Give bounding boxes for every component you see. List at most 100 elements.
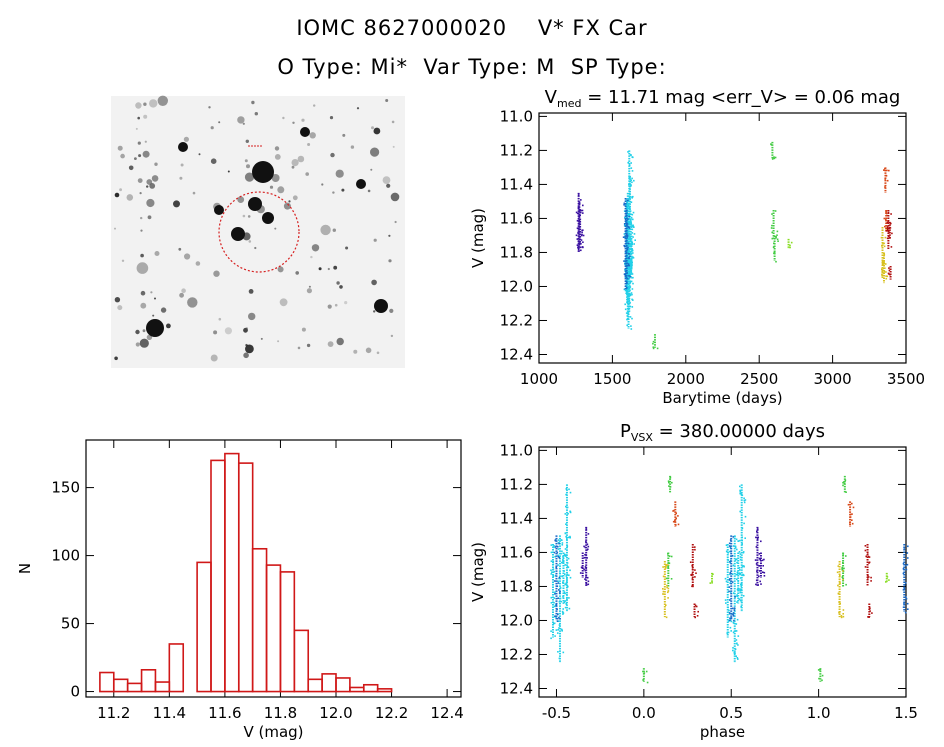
lightcurve-point <box>629 272 631 274</box>
phased-point <box>587 548 589 551</box>
phased-point <box>561 610 564 613</box>
lightcurve-point <box>629 316 632 318</box>
phased-point <box>646 681 649 684</box>
lightcurve-point <box>578 202 581 205</box>
lightcurve-point <box>633 233 636 235</box>
lightcurve-point <box>628 235 631 238</box>
phased-point <box>586 549 588 551</box>
lightcurve-point <box>881 268 883 271</box>
phased-point <box>728 612 731 614</box>
phased-point <box>667 590 670 592</box>
phased-point <box>557 556 560 558</box>
lightcurve-point <box>883 264 885 266</box>
phased-point <box>838 611 840 614</box>
lightcurve-point <box>628 183 630 186</box>
lightcurve-point <box>629 293 631 296</box>
star-dot <box>135 102 142 109</box>
phased-point <box>730 613 733 615</box>
phased-point <box>561 550 563 553</box>
histogram-bar <box>335 677 351 693</box>
lightcurve-point <box>886 169 888 172</box>
phased-point <box>557 582 560 584</box>
phased-point <box>869 607 871 610</box>
phased-point <box>568 597 570 599</box>
phased-point <box>888 579 890 581</box>
phased-point <box>667 564 669 566</box>
star-dot <box>151 175 159 182</box>
lightcurve-point <box>628 164 631 166</box>
phased-point <box>905 596 907 598</box>
star-dot <box>288 200 291 203</box>
star-dot <box>247 215 251 218</box>
lightcurve-point <box>631 213 634 216</box>
phased-point <box>838 601 840 603</box>
star-dot <box>389 308 394 313</box>
star-dot <box>260 337 263 340</box>
star-dot <box>192 191 196 195</box>
star-dot <box>242 214 246 218</box>
phased-point <box>728 613 731 615</box>
phased-point <box>565 583 567 585</box>
lightcurve-point <box>631 181 633 184</box>
lightcurve-point <box>630 179 632 182</box>
phased-point <box>554 615 556 617</box>
star-dot <box>336 337 344 346</box>
lightcurve-point <box>884 263 887 265</box>
phased-point <box>732 615 735 617</box>
lightcurve-point <box>885 275 887 277</box>
phased-point <box>557 629 559 631</box>
phased-point <box>739 569 741 571</box>
phased-point <box>564 564 566 566</box>
phased-point <box>550 637 552 640</box>
phased-point <box>580 566 583 569</box>
x-tick-label: 12.2 <box>375 704 408 722</box>
star-dot <box>335 169 344 178</box>
lightcurve-point <box>774 210 777 212</box>
bright-star <box>146 319 164 337</box>
phased-point <box>839 611 841 613</box>
phased-point <box>727 631 730 634</box>
phased-point <box>732 649 734 652</box>
phased-point <box>755 563 758 565</box>
lightcurve-point <box>652 347 655 350</box>
phased-point <box>867 616 869 618</box>
phased-point <box>732 536 735 538</box>
star-dot <box>373 127 381 135</box>
phased-point <box>558 589 560 591</box>
phased-point <box>728 542 731 545</box>
histogram-frame <box>85 439 462 698</box>
phased-point <box>734 640 736 642</box>
phased-point <box>726 632 728 634</box>
histogram-bar <box>196 561 212 693</box>
phased-point <box>583 568 585 571</box>
bright-star <box>178 142 188 152</box>
phased-point <box>669 476 672 479</box>
lightcurve-point <box>770 227 773 229</box>
phased-point <box>557 541 560 544</box>
lightcurve-point <box>580 211 582 214</box>
phased-point <box>694 569 696 571</box>
phased-point <box>738 572 741 574</box>
phased-point <box>579 572 582 574</box>
lightcurve-point <box>580 199 582 201</box>
phased-point <box>550 596 553 599</box>
phased-point <box>584 578 586 580</box>
lightcurve-point <box>633 179 635 182</box>
lightcurve-point <box>625 206 628 209</box>
lightcurve-point <box>886 179 889 182</box>
phased-point <box>731 581 734 583</box>
lightcurve-point <box>626 287 628 289</box>
lightcurve-point <box>627 246 629 249</box>
phased-point <box>696 615 699 617</box>
phased-point <box>558 627 560 629</box>
phased-point <box>724 599 727 601</box>
phased-point <box>735 639 738 641</box>
phased-point <box>739 588 741 590</box>
lightcurve-point <box>633 226 635 228</box>
phased-point <box>739 591 742 594</box>
star-dot <box>179 176 183 180</box>
lightcurve-point <box>632 211 635 214</box>
bright-star <box>214 205 224 215</box>
phased-point <box>667 566 669 569</box>
star-dot <box>350 145 355 149</box>
